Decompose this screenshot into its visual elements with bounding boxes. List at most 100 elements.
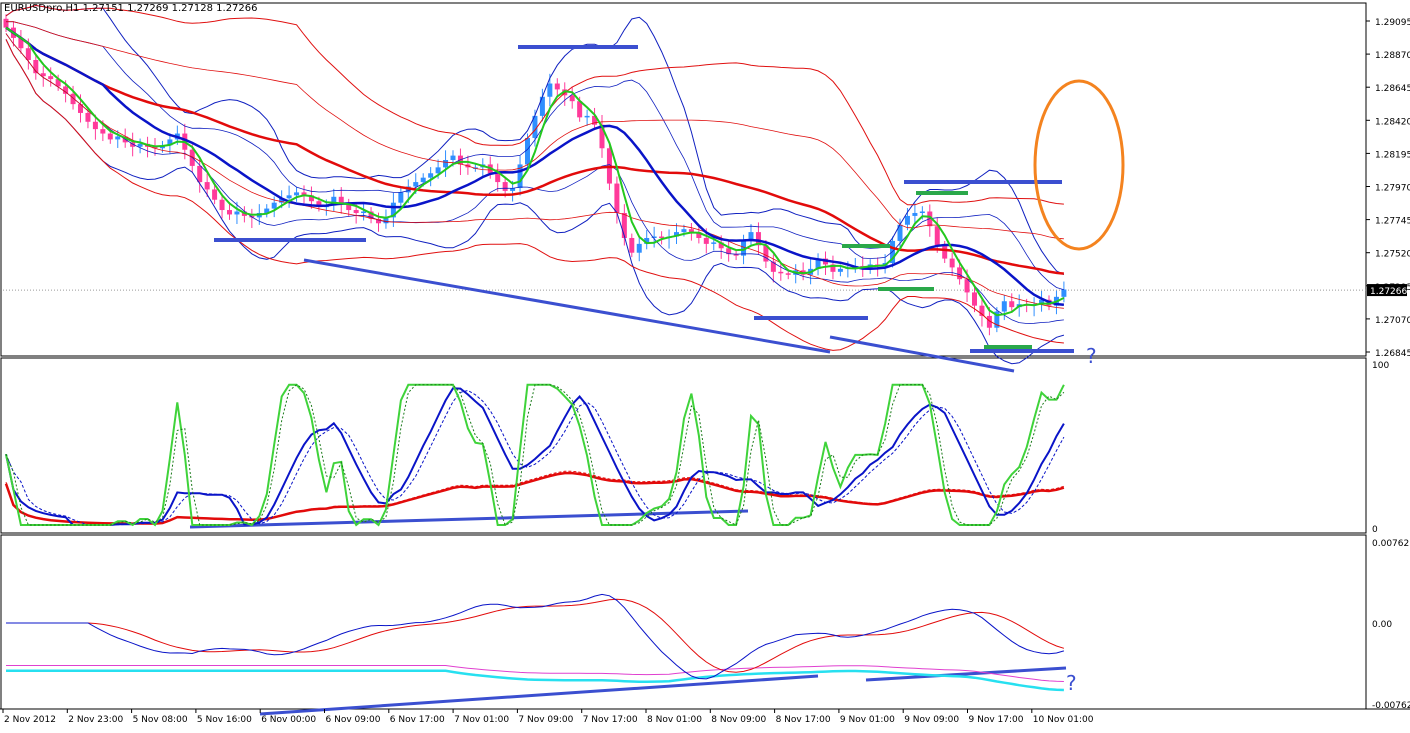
candle-body [569, 95, 575, 102]
candle-body [785, 273, 791, 275]
candle-body [778, 271, 784, 274]
candle-body [986, 315, 992, 328]
ohlc-label: 1.27151 1.27269 1.27128 1.27266 [82, 3, 258, 14]
candle-body [92, 121, 98, 130]
time-tick-label: 9 Nov 09:00 [904, 715, 959, 725]
stochastic-green-signal [5, 384, 1065, 526]
annotation-line [303, 258, 831, 354]
candle-body [264, 208, 270, 213]
candle-body [755, 232, 761, 246]
candle-body [443, 160, 449, 168]
candle-body [703, 237, 709, 244]
macd-tick-label: 0.00762 [1372, 539, 1409, 549]
candle-body [219, 199, 225, 211]
candle-body [331, 196, 337, 206]
macd-tick-label: 0.00 [1372, 620, 1392, 630]
candle-body [659, 236, 665, 239]
price-tick-label: 1.29095 [1375, 18, 1410, 28]
time-tick-label: 8 Nov 09:00 [711, 715, 766, 725]
candle-body [815, 258, 821, 269]
price-tick-label: 1.28195 [1375, 150, 1410, 160]
time-tick-label: 9 Nov 17:00 [969, 715, 1024, 725]
candle-body [972, 292, 977, 306]
chart-header: EURUSDpro,H1 1.27151 1.27269 1.27128 1.2… [4, 3, 258, 14]
candle-body [346, 204, 352, 211]
candle-body [502, 182, 508, 191]
panel-frame-1 [0, 2, 1367, 357]
macd-tick-label: -0.00762 [1372, 701, 1410, 711]
candle-body [107, 133, 113, 140]
candle-body [614, 183, 620, 213]
current-price-label-box [1367, 284, 1407, 297]
panel-frame-3 [0, 534, 1367, 710]
candle-body [1039, 299, 1045, 305]
candle-body [510, 187, 516, 191]
price-tick-label: 1.27520 [1375, 250, 1410, 260]
time-tick-label: 2 Nov 23:00 [68, 715, 123, 725]
candle-body [376, 218, 381, 224]
candle-body [18, 37, 24, 49]
price-tick-label: 1.28870 [1375, 51, 1410, 61]
moving-average-fast [5, 26, 1065, 317]
candle-body [651, 236, 657, 239]
candle-body [770, 261, 776, 272]
candle-body [994, 311, 1000, 328]
candle-body [294, 192, 300, 196]
candle-body [286, 195, 292, 199]
time-tick-label: 5 Nov 08:00 [133, 715, 188, 725]
candle-body [763, 245, 769, 262]
candle-body [115, 136, 121, 140]
candle-body [942, 245, 948, 259]
macd-magenta-line [6, 665, 1064, 682]
candle-body [234, 211, 240, 215]
time-tick-label: 6 Nov 17:00 [390, 715, 445, 725]
price-tick-label: 1.27745 [1375, 217, 1410, 227]
candle-body [525, 137, 530, 165]
moving-average-mid [5, 26, 1065, 307]
candle-body [25, 48, 31, 60]
candle-body [316, 201, 322, 208]
candle-body [599, 124, 605, 149]
bollinger-lower-red [5, 39, 1064, 351]
candle-body [390, 202, 396, 218]
time-tick-label: 8 Nov 17:00 [776, 715, 831, 725]
stochastic-red-signal [5, 470, 1065, 525]
candle-body [1009, 301, 1015, 308]
annotation-ellipse [1033, 79, 1125, 251]
price-tick-label: 1.27970 [1375, 184, 1410, 194]
candle-body [167, 139, 173, 146]
time-tick-label: 7 Nov 09:00 [518, 715, 573, 725]
time-tick-label: 10 Nov 01:00 [1033, 715, 1094, 725]
candle-body [577, 101, 583, 118]
candle-body [957, 267, 963, 280]
macd-cyan-line [6, 669, 1064, 692]
price-tick-label: 1.26845 [1375, 349, 1410, 359]
candle-body [539, 96, 545, 116]
time-tick-label: 5 Nov 16:00 [197, 715, 252, 725]
candle-body [212, 189, 218, 200]
candle-body [696, 232, 702, 238]
candle-body [63, 86, 69, 94]
candle-body [584, 115, 590, 118]
time-tick-label: 7 Nov 17:00 [583, 715, 638, 725]
candle-body [934, 226, 940, 246]
time-tick-label: 6 Nov 09:00 [326, 715, 381, 725]
candle-body [227, 210, 232, 215]
candle-body [912, 212, 918, 216]
candle-body [517, 164, 523, 188]
bollinger-inner-upper-blue [6, 21, 1065, 291]
candle-body [897, 224, 903, 241]
candle-body [495, 173, 501, 183]
candle-body [733, 254, 739, 256]
candle-body [919, 211, 925, 214]
candle-body [964, 279, 970, 293]
candle-body [204, 182, 210, 190]
stochastic-tick-label: 0 [1372, 525, 1378, 535]
candle-body [547, 83, 553, 97]
candle-body [718, 242, 724, 249]
candle-body [279, 198, 285, 203]
candle-body [33, 59, 39, 74]
annotation-line [259, 674, 819, 716]
candle-body [100, 129, 106, 134]
candle-body [554, 83, 560, 90]
